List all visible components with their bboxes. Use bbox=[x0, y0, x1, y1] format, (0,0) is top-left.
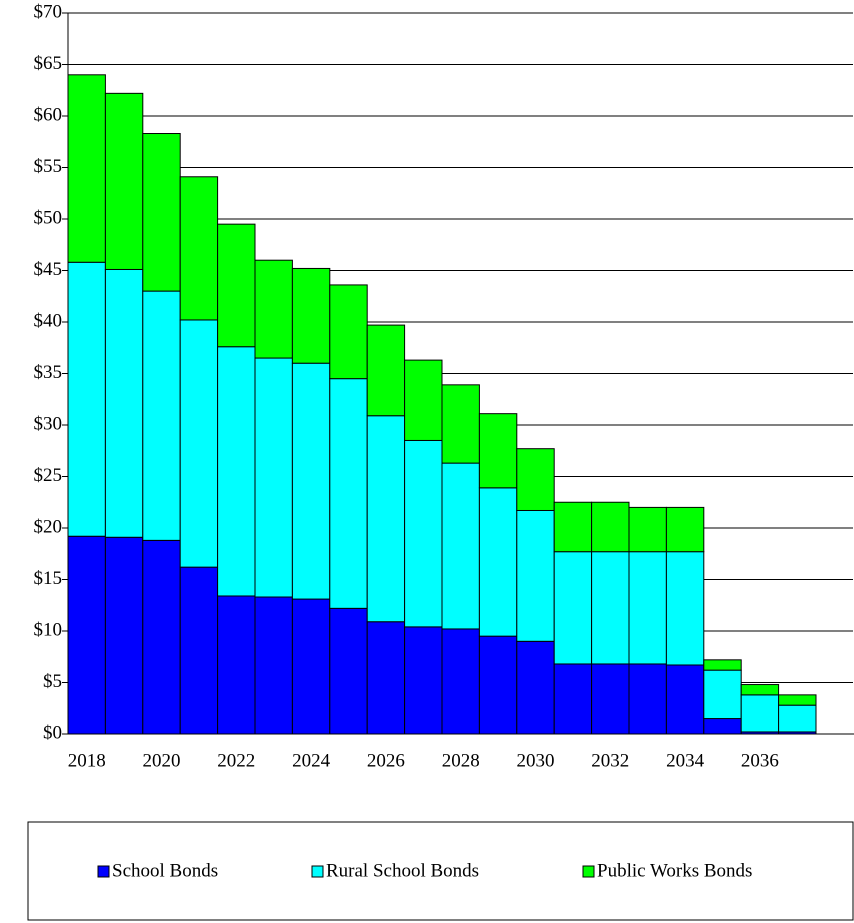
bar-segment bbox=[703, 718, 742, 735]
legend-box bbox=[27, 821, 854, 921]
y-tick-label: $60 bbox=[34, 104, 63, 125]
y-tick-label: $55 bbox=[34, 156, 63, 177]
bar-segment bbox=[104, 268, 144, 538]
y-tick-label: $10 bbox=[34, 619, 63, 640]
bar-segment bbox=[254, 357, 293, 598]
y-tick-label: $5 bbox=[43, 671, 62, 692]
bar-segment bbox=[404, 359, 443, 441]
x-tick-label: 2030 bbox=[517, 750, 555, 771]
bar-segment bbox=[665, 506, 705, 553]
bar-segment bbox=[516, 448, 555, 511]
bar-segment bbox=[591, 551, 630, 665]
x-tick-label: 2032 bbox=[591, 750, 629, 771]
x-tick-label: 2028 bbox=[442, 750, 480, 771]
bar-segment bbox=[516, 640, 555, 735]
bar-segment bbox=[516, 509, 555, 642]
bar-segment bbox=[67, 74, 106, 263]
y-tick-label: $25 bbox=[34, 465, 63, 486]
x-tick-label: 2026 bbox=[367, 750, 405, 771]
y-tick-label: $45 bbox=[34, 259, 63, 280]
y-tick-label: $15 bbox=[34, 568, 63, 589]
bar-segment bbox=[591, 501, 630, 553]
bar-segment bbox=[254, 259, 293, 359]
bar-segment bbox=[404, 626, 443, 735]
y-tick-label: $35 bbox=[34, 362, 63, 383]
bar-segment bbox=[179, 176, 219, 321]
x-tick-label: 2034 bbox=[666, 750, 705, 771]
bar-segment bbox=[553, 663, 593, 735]
legend-label: Public Works Bonds bbox=[597, 860, 752, 881]
bar-segment bbox=[553, 551, 593, 665]
bar-segment bbox=[329, 284, 368, 380]
bar-segment bbox=[665, 664, 705, 735]
bar-segment bbox=[104, 92, 144, 270]
bar-segment bbox=[628, 551, 667, 665]
bar-segment bbox=[778, 704, 817, 733]
bar-segment bbox=[778, 694, 817, 706]
legend-swatch bbox=[97, 865, 110, 878]
bar-segment bbox=[740, 684, 780, 696]
bar-segment bbox=[478, 635, 518, 735]
bar-segment bbox=[591, 663, 630, 735]
x-tick-label: 2022 bbox=[217, 750, 255, 771]
y-tick-label: $0 bbox=[43, 722, 62, 743]
bar-segment bbox=[441, 384, 480, 464]
bar-segment bbox=[217, 223, 256, 348]
bar-segment bbox=[179, 319, 219, 568]
bar-segment bbox=[291, 598, 331, 735]
y-tick-label: $40 bbox=[34, 310, 63, 331]
bar-segment bbox=[254, 596, 293, 735]
bar-segment bbox=[329, 378, 368, 609]
bar-segment bbox=[217, 346, 256, 597]
legend-label: School Bonds bbox=[112, 860, 218, 881]
bar-segment bbox=[366, 324, 406, 417]
bar-segment bbox=[404, 439, 443, 628]
bar-segment bbox=[740, 694, 780, 733]
bar-segment bbox=[478, 487, 518, 637]
bar-segment bbox=[478, 413, 518, 489]
bar-segment bbox=[703, 669, 742, 720]
bar-segment bbox=[179, 566, 219, 735]
bar-segment bbox=[67, 261, 106, 537]
bar-segment bbox=[291, 267, 331, 364]
bar-segment bbox=[366, 621, 406, 735]
legend-swatch bbox=[311, 865, 324, 878]
bar-segment bbox=[142, 539, 181, 735]
bar-segment bbox=[628, 506, 667, 553]
x-tick-label: 2020 bbox=[143, 750, 181, 771]
bar-segment bbox=[329, 607, 368, 735]
y-tick-label: $20 bbox=[34, 516, 63, 537]
x-tick-label: 2036 bbox=[741, 750, 779, 771]
x-tick-label: 2018 bbox=[68, 750, 106, 771]
bar-segment bbox=[291, 362, 331, 600]
x-tick-label: 2024 bbox=[292, 750, 331, 771]
y-tick-label: $30 bbox=[34, 413, 63, 434]
y-tick-label: $50 bbox=[34, 207, 63, 228]
y-tick-label: $70 bbox=[34, 1, 63, 22]
bar-segment bbox=[366, 415, 406, 623]
bar-segment bbox=[665, 551, 705, 666]
bar-segment bbox=[104, 536, 144, 735]
legend-label: Rural School Bonds bbox=[326, 860, 479, 881]
bar-segment bbox=[441, 462, 480, 630]
bar-segment bbox=[142, 290, 181, 541]
bar-segment bbox=[703, 659, 742, 671]
bar-segment bbox=[142, 133, 181, 292]
bar-segment bbox=[217, 595, 256, 735]
bar-segment bbox=[628, 663, 667, 735]
bar-segment bbox=[553, 501, 593, 553]
y-tick-label: $65 bbox=[34, 53, 63, 74]
legend-swatch bbox=[582, 865, 595, 878]
bar-segment bbox=[441, 628, 480, 735]
bar-segment bbox=[67, 535, 106, 735]
